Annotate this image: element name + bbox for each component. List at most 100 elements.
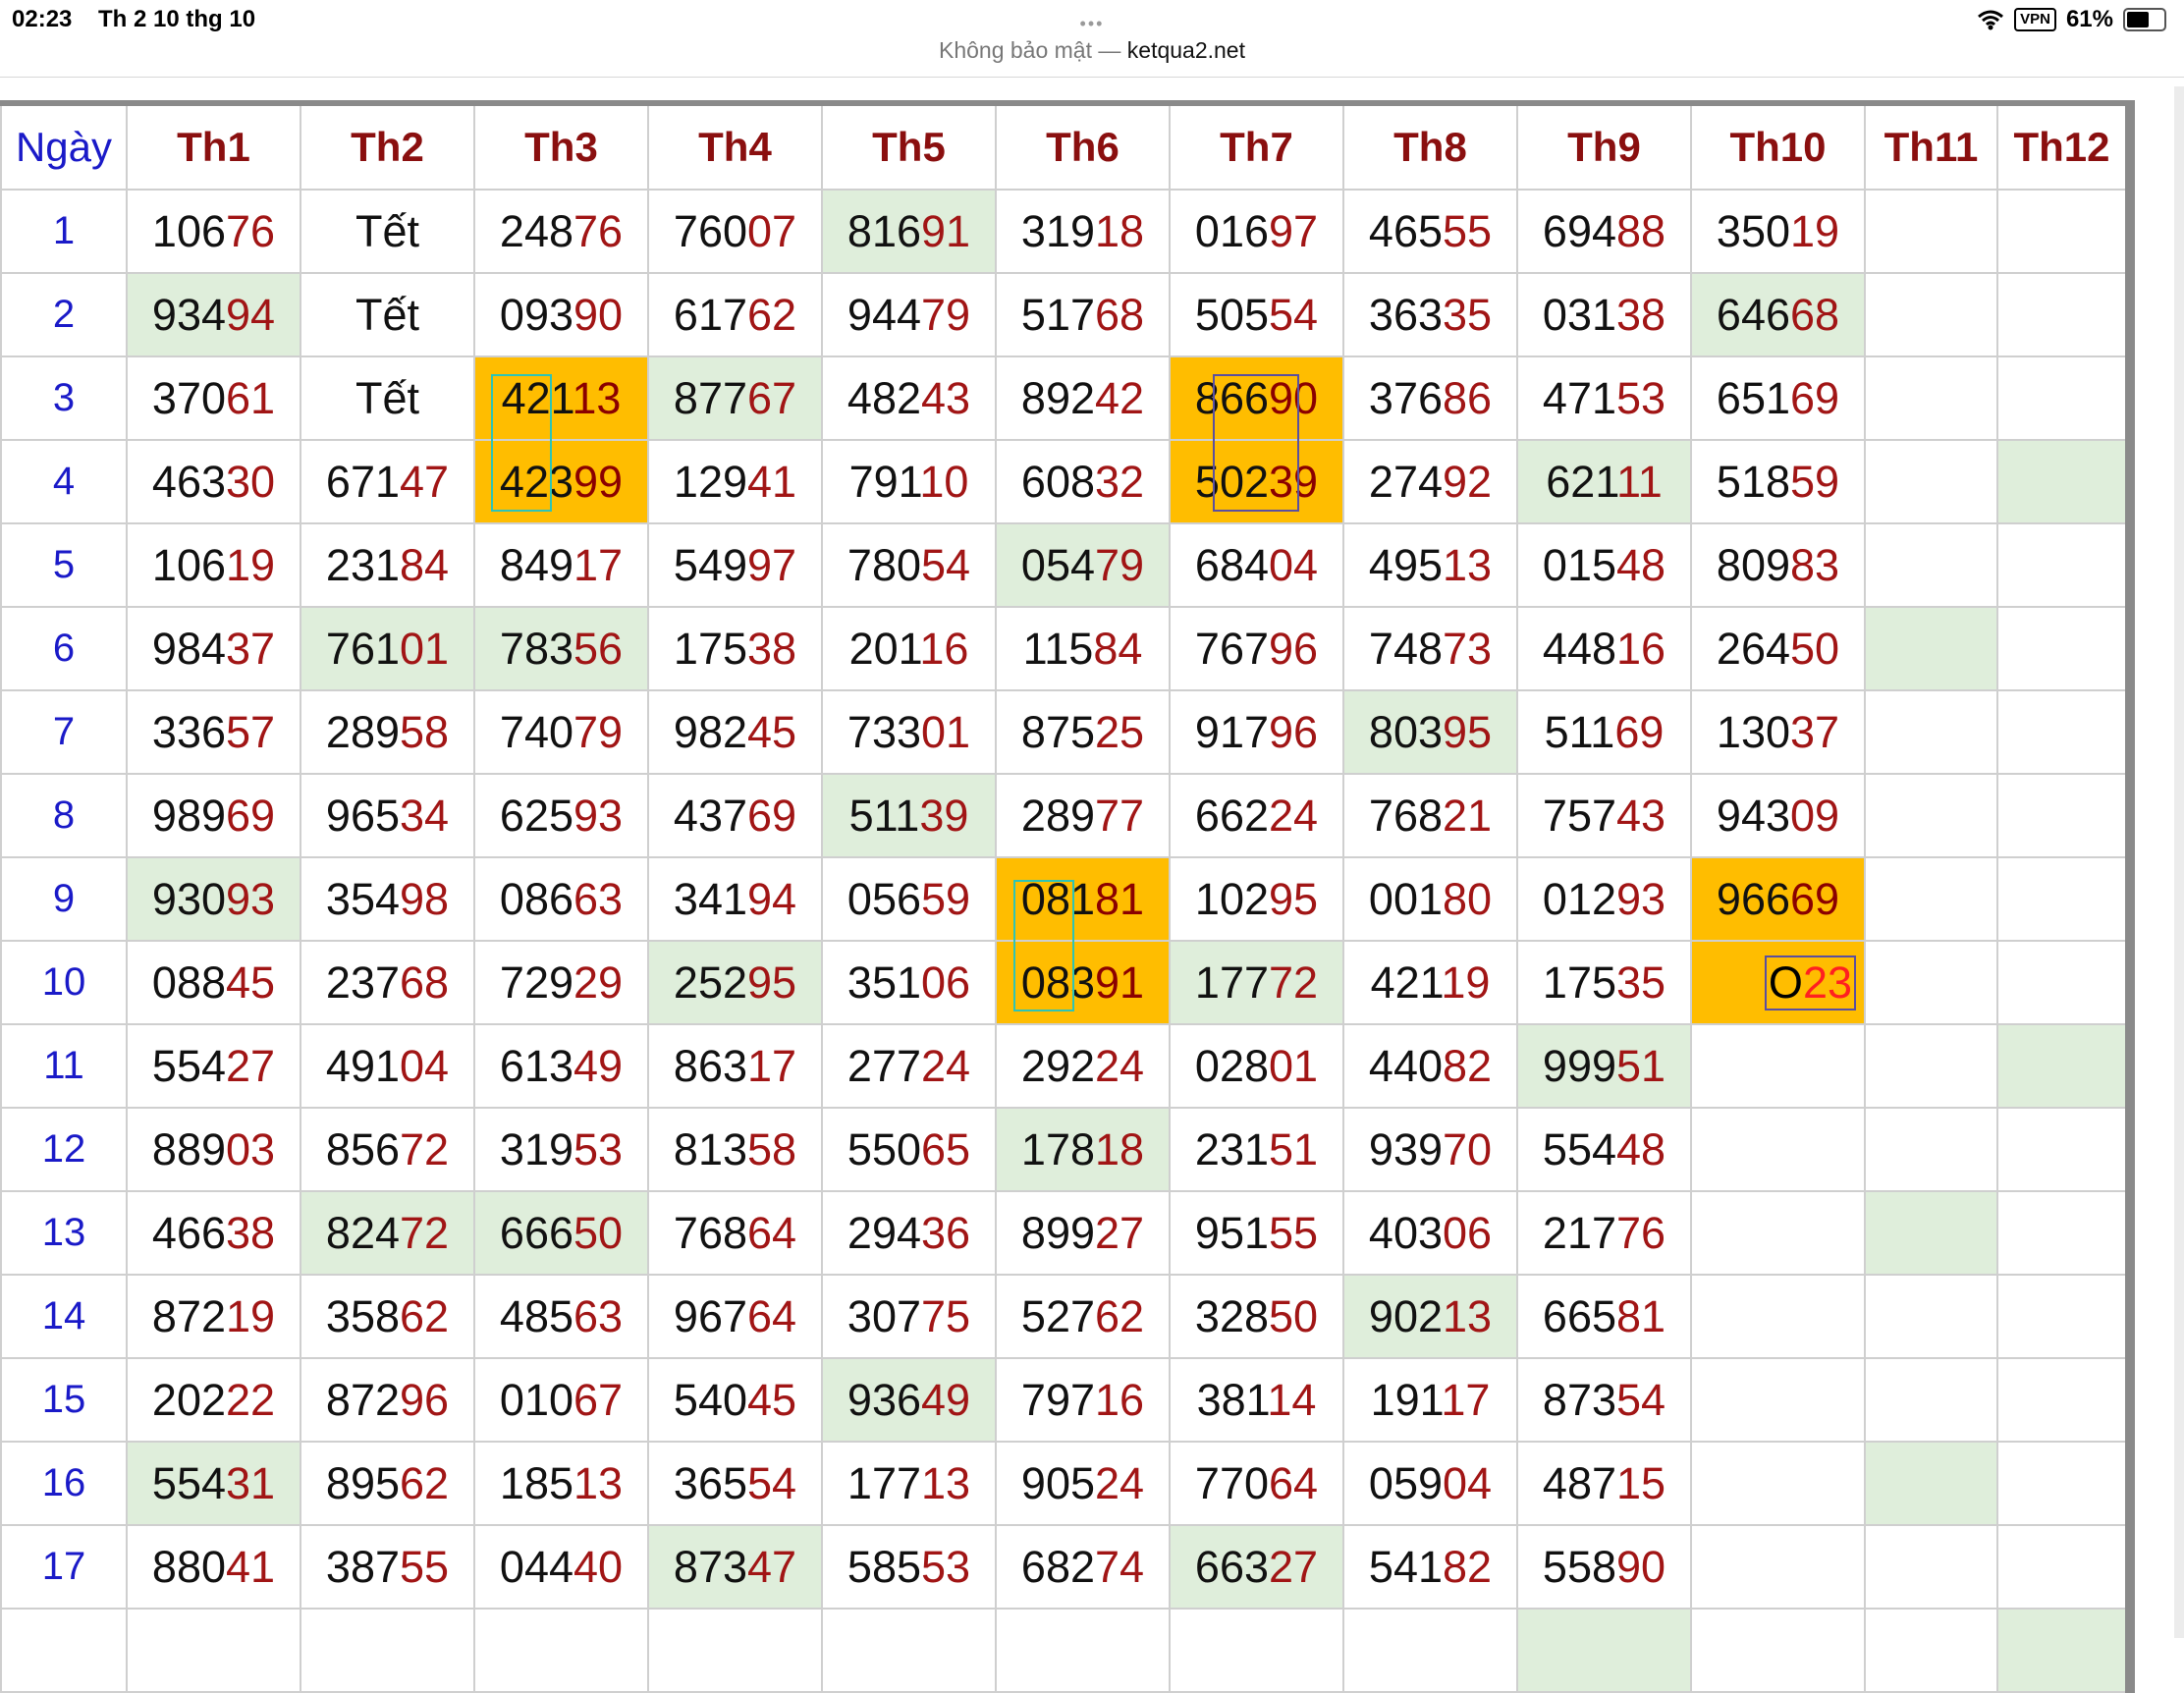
month-header[interactable]: Th5 [821,102,997,191]
number-suffix: 98 [400,873,450,924]
number-suffix: 54 [1616,1374,1666,1425]
number-suffix: 90 [573,289,624,340]
month-header[interactable]: Th11 [1864,102,1998,191]
result-cell: 90524 [995,1441,1171,1526]
month-header[interactable]: Th3 [473,102,649,191]
month-header[interactable]: Th4 [647,102,823,191]
number-suffix: 95 [1443,706,1493,757]
number-suffix: 09 [1790,790,1840,841]
number-prefix: 201 [848,623,920,674]
number-prefix: 540 [673,1374,748,1425]
number-suffix: 45 [226,956,276,1008]
number-prefix: 824 [325,1207,401,1258]
result-cell: 84917 [473,522,649,608]
table-row: 17 88041 38755 04440 87347 58553 68274 66327 541… [0,1524,2131,1610]
result-cell: 55427 [126,1023,301,1109]
month-header[interactable]: Th6 [995,102,1171,191]
number-prefix: 115 [1022,623,1094,674]
number-prefix: 895 [325,1457,401,1508]
number-prefix: 421 [501,372,573,423]
boxed-letter: O [1768,956,1803,1008]
number-suffix: 47 [747,1541,797,1592]
result-cell [126,1608,301,1693]
month-header[interactable]: Th1 [126,102,301,191]
number-suffix: 04 [1443,1457,1493,1508]
host-label: ketqua2.net [1126,37,1245,63]
number-prefix: 783 [499,623,574,674]
table-row: 6 98437 76101 78356 17538 20116 11584 76796 7487… [0,606,2131,691]
number-suffix: 90 [1269,372,1319,423]
month-header[interactable]: Th7 [1169,102,1344,191]
table-row: 16 55431 89562 18513 36554 17713 90524 77064 059… [0,1441,2131,1526]
number-suffix: 50 [1790,623,1840,674]
result-cell: 20116 [821,606,997,691]
result-cell: 08845 [126,940,301,1025]
result-cell [300,1608,475,1693]
month-header[interactable]: Th12 [1996,102,2131,191]
more-dots-icon[interactable]: ••• [1079,14,1105,33]
number-prefix: 934 [151,289,227,340]
number-prefix: 015 [1542,539,1617,590]
result-cell: 40306 [1342,1190,1518,1276]
result-cell [1996,439,2131,524]
number-prefix: 086 [499,873,574,924]
result-cell [1996,1524,2131,1610]
number-prefix: 252 [673,956,748,1008]
number-prefix: 541 [1368,1541,1444,1592]
results-table-wrapper: Ngày Th1 Th2 Th3 Th4 Th5 Th6 Th7 Th8 Th9 Th10 Th11… [0,100,2135,1693]
number-prefix: 989 [151,790,227,841]
number-prefix: 877 [673,372,748,423]
result-cell: 76101 [300,606,475,691]
address-bar[interactable]: Không bảo mật — ketqua2.net [0,37,2184,64]
number-prefix: 791 [848,456,920,507]
table-row: 9 93093 35498 08663 34194 05659 08181 10295 0018… [0,856,2131,942]
number-suffix: 74 [1095,1541,1145,1592]
number-prefix: 044 [499,1541,574,1592]
number-suffix: 54 [921,539,971,590]
day-number: 2 [0,272,128,357]
result-cell [1996,1357,2131,1443]
number-prefix: 423 [499,456,574,507]
number-prefix: 809 [1716,539,1791,590]
number-suffix: 48 [1616,539,1666,590]
number-suffix: 79 [573,706,624,757]
number-prefix: 856 [325,1123,401,1174]
result-cell: 58553 [821,1524,997,1610]
month-header[interactable]: Th10 [1690,102,1866,191]
number-prefix: 549 [673,539,748,590]
number-suffix: 11 [1616,456,1663,507]
result-cell: 79716 [995,1357,1171,1443]
number-suffix: 36 [921,1207,971,1258]
number-prefix: 873 [1542,1374,1617,1425]
number-prefix: 403 [1368,1207,1444,1258]
scrollbar[interactable] [2174,86,2184,1638]
number-suffix: 04 [1269,539,1319,590]
number-suffix: 62 [400,1457,450,1508]
number-prefix: 770 [1194,1457,1270,1508]
number-suffix: 65 [921,1123,971,1174]
number-prefix: 873 [673,1541,748,1592]
number-suffix: 58 [747,1123,797,1174]
number-suffix: 68 [400,956,450,1008]
number-prefix: 106 [151,205,227,256]
month-header[interactable]: Th9 [1516,102,1692,191]
number-prefix: 880 [151,1541,227,1592]
result-cell: Tết [300,272,475,357]
number-prefix: 351 [846,956,922,1008]
result-cell [1864,1274,1998,1359]
number-suffix: 81 [1616,1290,1666,1341]
number-prefix: 965 [325,790,401,841]
number-suffix: 16 [1095,1374,1145,1425]
boxed-digits: 23 [1802,956,1852,1008]
number-suffix: 19 [226,1290,276,1341]
number-prefix: 440 [1368,1040,1444,1091]
result-cell [1996,1023,2131,1109]
table-row: 13 46638 82472 66650 76864 29436 89927 95155 403… [0,1190,2131,1276]
number-suffix: 55 [1443,205,1493,256]
result-cell: 19117 [1342,1357,1518,1443]
month-header[interactable]: Th8 [1342,102,1518,191]
number-suffix: 76 [226,205,276,256]
table-row: 5 10619 23184 84917 54997 78054 05479 68404 4951… [0,522,2131,608]
number-prefix: 797 [1020,1374,1096,1425]
month-header[interactable]: Th2 [300,102,475,191]
